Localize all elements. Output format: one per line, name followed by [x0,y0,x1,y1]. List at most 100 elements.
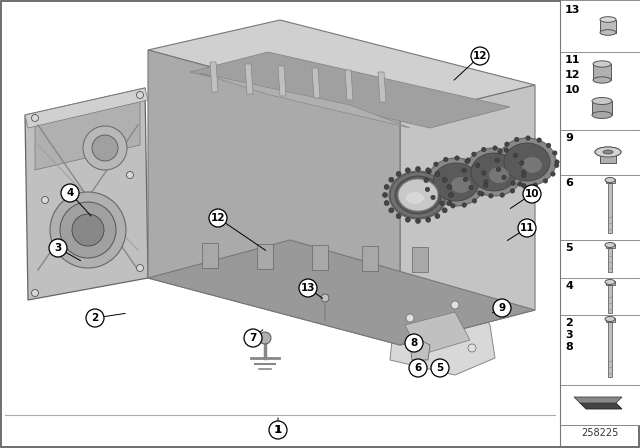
Bar [257,244,273,269]
Circle shape [136,264,143,271]
Polygon shape [148,20,535,118]
Circle shape [435,363,445,373]
Text: 5: 5 [565,243,573,253]
Circle shape [533,183,538,187]
Text: 258225: 258225 [581,428,619,438]
Polygon shape [35,100,140,170]
Bar [608,322,612,377]
Bar [202,243,218,268]
Circle shape [269,421,287,439]
Text: 13: 13 [301,283,316,293]
Bar [560,315,640,385]
Circle shape [435,172,440,177]
Bar [312,245,328,270]
Bar [560,52,640,130]
Circle shape [259,332,271,344]
Ellipse shape [522,157,542,173]
Circle shape [513,153,518,158]
Circle shape [413,365,423,375]
Ellipse shape [390,172,446,218]
Circle shape [415,219,420,224]
Circle shape [451,301,459,309]
Circle shape [482,171,486,175]
Circle shape [500,193,504,197]
Bar [593,64,611,80]
Circle shape [522,170,526,174]
Ellipse shape [389,171,447,219]
Ellipse shape [406,192,424,204]
Circle shape [396,214,401,219]
Text: 12: 12 [211,213,225,223]
Ellipse shape [595,147,621,157]
Circle shape [462,203,467,207]
Circle shape [551,172,555,176]
Bar [560,240,640,278]
Bar [605,281,614,285]
Text: 12: 12 [473,51,487,61]
Circle shape [427,169,431,174]
Ellipse shape [600,30,616,35]
Polygon shape [400,85,535,345]
Circle shape [440,201,444,205]
Circle shape [518,219,536,237]
Bar [605,244,614,248]
Circle shape [435,214,440,219]
Circle shape [431,195,435,200]
Circle shape [60,202,116,258]
Circle shape [483,183,488,188]
Text: 11: 11 [565,55,580,65]
Circle shape [526,136,531,140]
Circle shape [127,172,134,178]
Ellipse shape [498,138,556,186]
Circle shape [455,156,460,160]
Circle shape [406,314,414,322]
Circle shape [498,149,502,154]
Polygon shape [378,72,386,102]
Circle shape [518,182,522,186]
Bar [560,385,640,425]
Polygon shape [580,403,622,409]
Circle shape [444,157,448,162]
Circle shape [522,184,526,188]
Circle shape [434,162,438,166]
Circle shape [515,137,519,142]
Ellipse shape [398,179,438,211]
Bar [608,285,612,313]
Circle shape [466,158,470,162]
Circle shape [136,91,143,99]
Circle shape [447,201,452,206]
Polygon shape [190,52,510,128]
Circle shape [92,135,118,161]
Bar [412,247,428,272]
Circle shape [552,151,557,155]
Circle shape [426,217,431,222]
Circle shape [389,177,394,182]
Circle shape [42,197,49,203]
Ellipse shape [504,143,550,181]
Circle shape [511,181,515,185]
Circle shape [468,344,476,352]
Ellipse shape [593,77,611,83]
Circle shape [489,194,493,198]
Text: 10: 10 [565,85,580,95]
Text: 4: 4 [67,188,74,198]
Polygon shape [210,62,218,92]
Circle shape [554,163,559,168]
Circle shape [481,147,486,151]
Circle shape [299,279,317,297]
Ellipse shape [605,316,615,322]
Circle shape [447,185,452,190]
Circle shape [462,168,467,172]
Text: 2: 2 [92,313,99,323]
Circle shape [520,161,524,165]
Text: 9: 9 [565,133,573,143]
Ellipse shape [593,61,611,67]
Polygon shape [278,66,286,96]
Bar [608,183,612,233]
Text: 8: 8 [410,338,418,348]
Circle shape [415,167,420,172]
Circle shape [463,177,468,181]
Polygon shape [410,340,430,360]
Circle shape [496,167,500,172]
Ellipse shape [413,190,433,206]
